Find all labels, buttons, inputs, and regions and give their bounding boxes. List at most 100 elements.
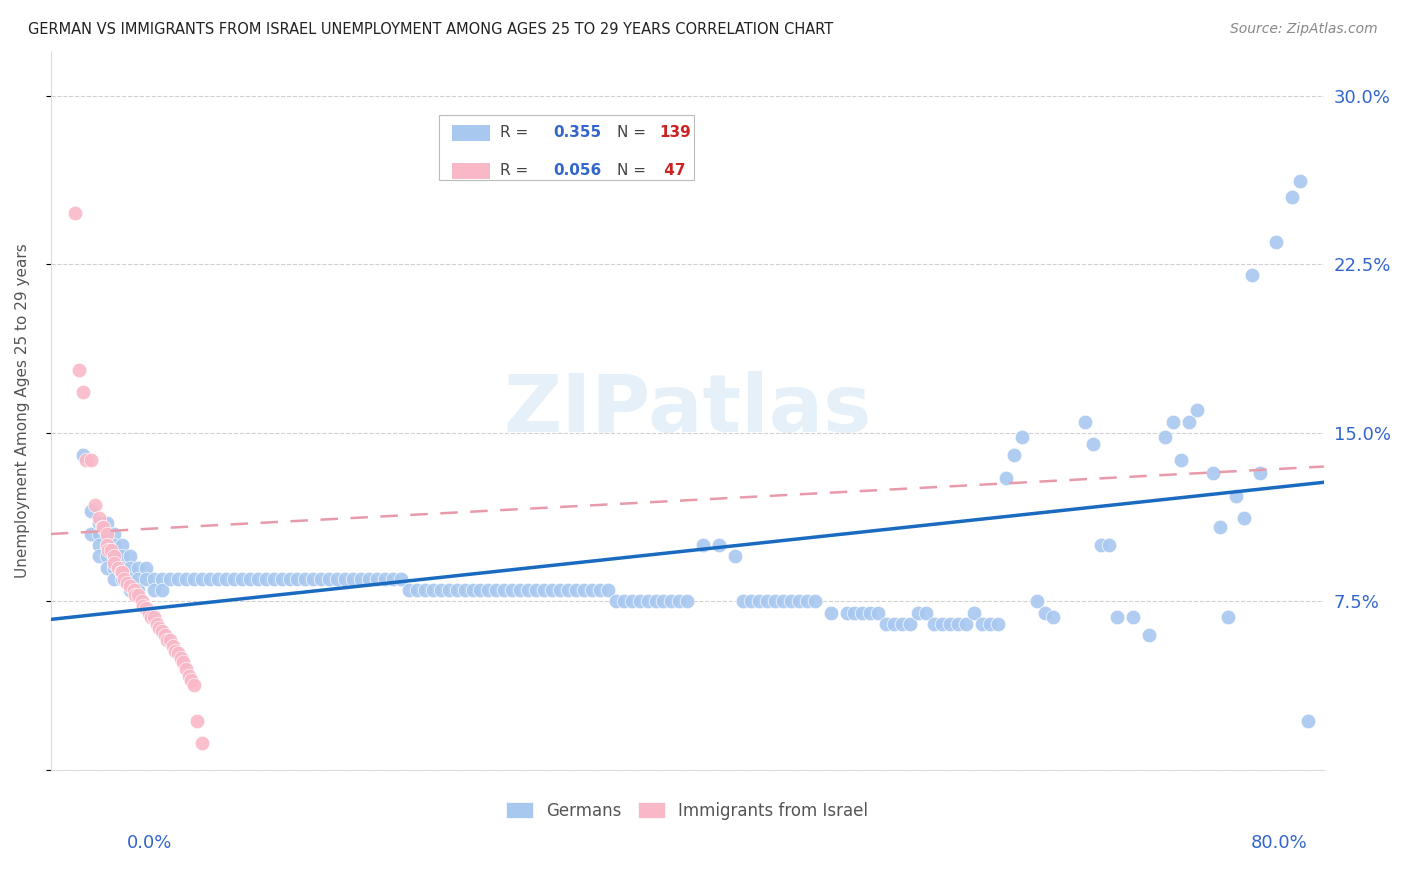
Point xyxy=(111,572,134,586)
Point xyxy=(179,668,201,682)
Point xyxy=(955,616,977,631)
Point xyxy=(389,572,412,586)
Point xyxy=(979,616,1001,631)
Point xyxy=(159,632,181,647)
Point xyxy=(676,594,699,608)
Point xyxy=(122,583,145,598)
Point xyxy=(350,572,373,586)
Point xyxy=(859,606,882,620)
Point xyxy=(398,583,420,598)
Point xyxy=(143,583,166,598)
Point xyxy=(302,572,325,586)
Point xyxy=(263,572,285,586)
Point xyxy=(548,583,571,598)
Point xyxy=(146,616,169,631)
Point xyxy=(87,538,110,552)
Point xyxy=(524,583,547,598)
Point xyxy=(381,572,404,586)
Point xyxy=(124,588,146,602)
Point xyxy=(180,673,202,687)
Point xyxy=(1105,610,1128,624)
Point xyxy=(215,572,238,586)
Point xyxy=(1161,415,1184,429)
Point xyxy=(120,572,142,586)
Point xyxy=(115,576,138,591)
Point xyxy=(72,385,94,400)
Point xyxy=(731,594,754,608)
Point xyxy=(613,594,636,608)
Point xyxy=(167,572,190,586)
Point xyxy=(311,572,333,586)
Point xyxy=(359,572,381,586)
Point xyxy=(79,452,101,467)
Point xyxy=(835,606,858,620)
Y-axis label: Unemployment Among Ages 25 to 29 years: Unemployment Among Ages 25 to 29 years xyxy=(15,243,30,578)
Point xyxy=(96,538,118,552)
Point xyxy=(1296,714,1319,728)
Point xyxy=(898,616,921,631)
Point xyxy=(191,572,214,586)
Point xyxy=(239,572,262,586)
Point xyxy=(139,610,162,624)
Point xyxy=(335,572,357,586)
Point xyxy=(915,606,938,620)
Point xyxy=(120,583,142,598)
Point xyxy=(763,594,786,608)
Point xyxy=(93,520,115,534)
Point xyxy=(87,527,110,541)
Point xyxy=(69,363,91,377)
Point xyxy=(620,594,643,608)
Point xyxy=(159,572,181,586)
Point xyxy=(1289,174,1312,188)
Point xyxy=(270,572,292,586)
Point xyxy=(148,621,170,635)
Point xyxy=(946,616,969,631)
Point xyxy=(191,736,214,750)
Text: R =: R = xyxy=(501,162,533,178)
Point xyxy=(132,599,155,613)
Point xyxy=(963,606,986,620)
Point xyxy=(485,583,508,598)
Point xyxy=(1011,430,1033,444)
Point xyxy=(72,448,94,462)
Point xyxy=(772,594,794,608)
Point xyxy=(198,572,221,586)
Point xyxy=(156,632,179,647)
Point xyxy=(1074,415,1097,429)
Point xyxy=(1137,628,1160,642)
Point xyxy=(75,452,97,467)
Point xyxy=(150,572,173,586)
Text: 47: 47 xyxy=(659,162,686,178)
Point xyxy=(868,606,890,620)
Point xyxy=(844,606,866,620)
Point xyxy=(162,640,184,654)
Point xyxy=(1035,606,1057,620)
Point xyxy=(287,572,309,586)
Point xyxy=(596,583,619,598)
Point xyxy=(1153,430,1175,444)
Point xyxy=(422,583,444,598)
Point xyxy=(174,572,197,586)
Point xyxy=(1249,467,1271,481)
Point xyxy=(127,572,149,586)
Point xyxy=(63,205,86,219)
Point xyxy=(366,572,388,586)
Text: 0.355: 0.355 xyxy=(554,125,602,140)
Point xyxy=(437,583,460,598)
Point xyxy=(605,594,627,608)
Point xyxy=(453,583,475,598)
Point xyxy=(254,572,277,586)
Text: GERMAN VS IMMIGRANTS FROM ISRAEL UNEMPLOYMENT AMONG AGES 25 TO 29 YEARS CORRELAT: GERMAN VS IMMIGRANTS FROM ISRAEL UNEMPLO… xyxy=(28,22,834,37)
Point xyxy=(851,606,873,620)
Point xyxy=(207,572,229,586)
Point xyxy=(1098,538,1121,552)
Point xyxy=(429,583,451,598)
Point xyxy=(931,616,953,631)
Point xyxy=(103,538,125,552)
Text: 0.0%: 0.0% xyxy=(127,834,172,852)
Point xyxy=(87,511,110,525)
Text: Source: ZipAtlas.com: Source: ZipAtlas.com xyxy=(1230,22,1378,37)
FancyBboxPatch shape xyxy=(439,115,693,180)
FancyBboxPatch shape xyxy=(451,126,491,141)
Point xyxy=(167,646,190,660)
